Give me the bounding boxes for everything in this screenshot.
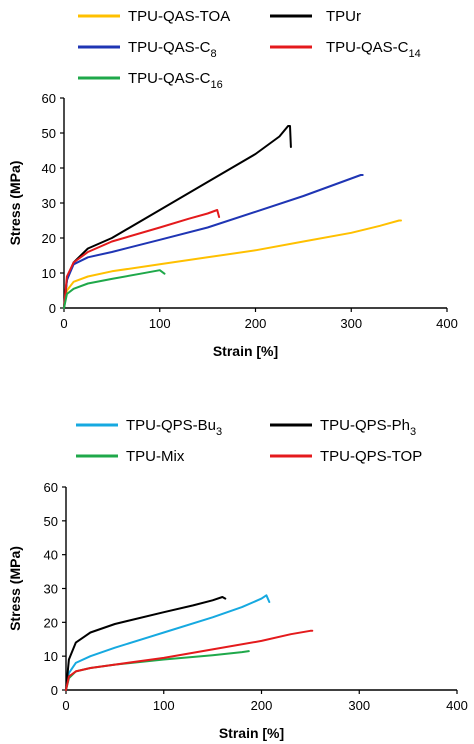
y-tick-label: 50	[42, 126, 56, 141]
series-line-tpu-qas-toa	[63, 219, 402, 309]
legend-label: TPU-QPS-TOP	[320, 448, 422, 465]
y-tick-label: 0	[51, 683, 58, 698]
y-tick-label: 40	[42, 161, 56, 176]
y-tick-label: 30	[44, 582, 58, 597]
x-tick-label: 300	[340, 316, 362, 331]
x-tick-label: 400	[436, 316, 458, 331]
legend-label: TPU-QAS-C8	[128, 39, 217, 60]
x-tick-label: 100	[149, 316, 171, 331]
series-line-tpu-qps-bu3	[65, 594, 271, 691]
y-axis-label: Stress (MPa)	[7, 546, 23, 631]
chart-1: 0 10 20 30 40 50 60 0 100 200 300 400 Strain [%] Stre…	[7, 8, 458, 359]
series-line-tpu-mix	[65, 650, 250, 691]
series-line-tpu-qas-c16	[63, 269, 166, 309]
y-axis-label: Stress (MPa)	[7, 161, 23, 246]
x-tick-label: 0	[60, 316, 67, 331]
y-tick-label: 30	[42, 196, 56, 211]
y-tick-label: 10	[44, 649, 58, 664]
y-tick-label: 20	[42, 231, 56, 246]
legend-label: TPU-QPS-Bu3	[126, 417, 222, 438]
legend-label: TPU-QPS-Ph3	[320, 417, 416, 438]
y-tick-label: 10	[42, 266, 56, 281]
legend-label: TPU-QAS-C14	[326, 39, 421, 60]
y-tick-label: 60	[42, 91, 56, 106]
legend-label: TPU-QAS-TOA	[128, 8, 230, 25]
legend-label: TPUr	[326, 8, 361, 25]
legend-label: TPU-QAS-C16	[128, 70, 223, 91]
y-tick-label: 20	[44, 615, 58, 630]
x-tick-label: 100	[153, 698, 175, 713]
x-tick-label: 200	[251, 698, 273, 713]
series-line-tpu-qas-c8	[63, 174, 364, 309]
chart-2: 0 10 20 30 40 50 60 0 100 200 300 400 Strain [%] Stre…	[7, 417, 468, 741]
x-axis-label: Strain [%]	[213, 343, 278, 359]
series-line-tpu-qps-top	[65, 629, 314, 691]
x-tick-label: 0	[62, 698, 69, 713]
x-tick-label: 400	[446, 698, 468, 713]
y-tick-label: 50	[44, 514, 58, 529]
y-tick-label: 0	[49, 301, 56, 316]
x-tick-label: 200	[245, 316, 267, 331]
y-tick-label: 60	[44, 480, 58, 495]
legend-label: TPU-Mix	[126, 448, 185, 465]
series-line-tpu-qas-c14	[63, 209, 221, 309]
x-tick-label: 300	[348, 698, 370, 713]
y-tick-label: 40	[44, 548, 58, 563]
x-axis-label: Strain [%]	[219, 725, 284, 741]
series-line-tpu-qps-ph3	[65, 596, 227, 691]
